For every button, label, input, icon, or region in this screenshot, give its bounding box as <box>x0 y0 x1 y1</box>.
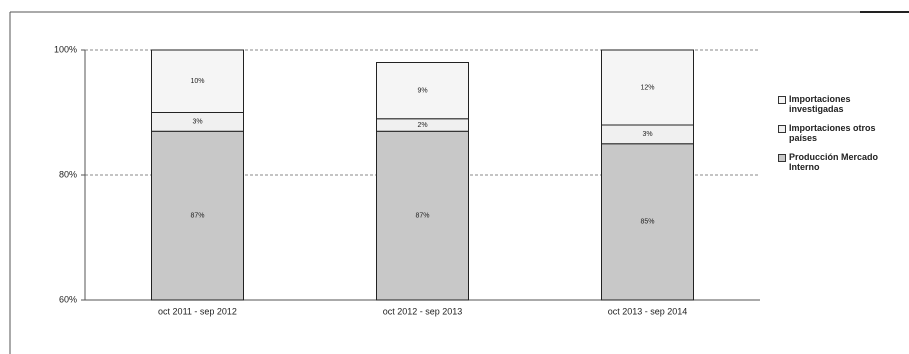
legend-item: Importaciones investigadas <box>778 94 896 114</box>
bar-segment <box>601 143 694 301</box>
bar-segment <box>601 49 694 126</box>
data-label: 87% <box>415 212 429 219</box>
bar-segment <box>151 49 244 113</box>
x-tick-label: oct 2011 - sep 2012 <box>158 306 237 316</box>
legend-swatch <box>778 125 786 133</box>
x-tick-label: oct 2012 - sep 2013 <box>383 306 463 316</box>
legend-label: Producción Mercado Interno <box>789 152 879 172</box>
x-tick-label: oct 2013 - sep 2014 <box>608 306 688 316</box>
data-label: 10% <box>190 78 204 85</box>
y-tick-label: 60% <box>59 294 77 304</box>
bar-segment <box>376 62 469 120</box>
legend-label: Importaciones investigadas <box>789 94 851 114</box>
legend-swatch <box>778 154 786 162</box>
data-label: 12% <box>640 84 654 91</box>
data-label: 3% <box>642 131 652 138</box>
data-label: 85% <box>640 219 654 226</box>
legend-item: Importaciones otros países <box>778 123 896 143</box>
legend-item: Producción Mercado Interno <box>778 152 896 172</box>
legend-swatch <box>778 96 786 104</box>
y-tick-label: 100% <box>54 44 77 54</box>
y-tick-label: 80% <box>59 169 77 179</box>
legend-label: Importaciones otros países <box>789 123 876 143</box>
data-label: 9% <box>417 87 427 94</box>
legend: Importaciones investigadas Importaciones … <box>778 94 896 181</box>
bar-segment <box>376 130 469 301</box>
data-label: 87% <box>190 212 204 219</box>
data-label: 2% <box>417 122 427 129</box>
data-label: 3% <box>192 119 202 126</box>
